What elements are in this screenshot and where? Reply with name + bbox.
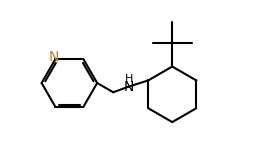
Text: N: N [49,50,59,64]
Text: N: N [123,80,134,94]
Text: H: H [124,74,133,84]
